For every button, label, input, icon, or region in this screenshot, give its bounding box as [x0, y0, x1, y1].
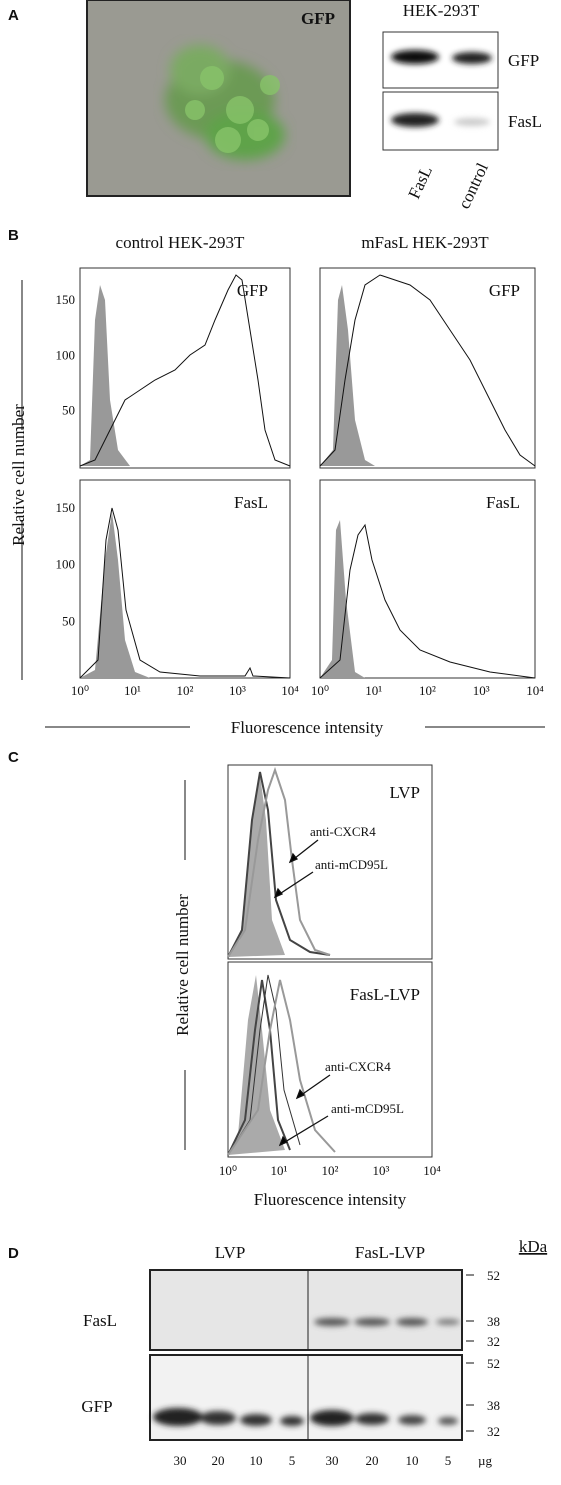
plot-label: FasL — [234, 493, 268, 512]
lane-label: 10 — [406, 1453, 419, 1468]
y-axis-label: Relative cell number — [173, 894, 192, 1036]
lane-label: 30 — [326, 1453, 339, 1468]
bands — [153, 1318, 460, 1426]
panel-label: A — [8, 7, 19, 24]
x-tick-label: 10⁴ — [281, 683, 299, 698]
blot-row-label: GFP — [508, 51, 539, 70]
marker-label: 52 — [487, 1356, 500, 1371]
histogram-control — [80, 512, 150, 678]
x-axis-label: Fluorescence intensity — [254, 1190, 407, 1209]
x-tick-label: 10¹ — [365, 683, 382, 698]
x-tick-label: 10² — [419, 683, 436, 698]
y-axis-label: Relative cell number — [9, 404, 28, 546]
plot-frame — [79, 267, 291, 469]
x-tick-label: 10⁰ — [311, 683, 329, 698]
x-tick-label: 10¹ — [124, 683, 141, 698]
y-tick-label: 50 — [62, 613, 75, 628]
annotation: anti-CXCR4 — [310, 824, 376, 839]
histogram — [79, 274, 291, 467]
lane-label: 30 — [174, 1453, 187, 1468]
marker-label: 38 — [487, 1314, 500, 1329]
lane-label: 20 — [366, 1453, 379, 1468]
histogram — [227, 766, 331, 958]
annotation: anti-mCD95L — [331, 1101, 404, 1116]
x-tick-label: 10³ — [473, 683, 490, 698]
x-tick-label: 10⁰ — [219, 1163, 237, 1178]
row-label: FasL — [83, 1311, 117, 1330]
plot-title: LVP — [389, 783, 420, 802]
histogram — [319, 523, 536, 679]
marker-label: 32 — [487, 1334, 500, 1349]
plot-title: FasL-LVP — [350, 985, 420, 1004]
blot — [149, 1354, 463, 1441]
x-tick-label: 10⁴ — [423, 1163, 441, 1178]
x-tick-label: 10¹ — [271, 1163, 288, 1178]
histogram-control — [228, 775, 285, 957]
x-tick-label: 10³ — [229, 683, 246, 698]
panel-label: D — [8, 1245, 19, 1262]
x-axis-label: Fluorescence intensity — [231, 718, 384, 737]
marker-label: 52 — [487, 1268, 500, 1283]
bands — [391, 50, 492, 127]
image-label: GFP — [301, 9, 335, 28]
lane-label: 5 — [445, 1453, 452, 1468]
cell-line: HEK-293T — [403, 1, 480, 20]
x-tick-label: 10² — [322, 1163, 339, 1178]
x-tick-label: 10⁴ — [526, 683, 544, 698]
histogram-control — [320, 520, 365, 678]
marker-label: 32 — [487, 1424, 500, 1439]
arrows — [273, 839, 331, 1147]
annotation: anti-mCD95L — [315, 857, 388, 872]
lane-label: 10 — [250, 1453, 263, 1468]
lane-label: 20 — [212, 1453, 225, 1468]
lane-label: 5 — [289, 1453, 296, 1468]
lane-label: control — [454, 160, 492, 212]
histogram — [227, 974, 301, 1156]
plot-label: FasL — [486, 493, 520, 512]
plot-label: GFP — [237, 281, 268, 300]
column-title: mFasL HEK-293T — [361, 233, 489, 252]
row-label: GFP — [81, 1397, 112, 1416]
y-tick-label: 100 — [56, 347, 76, 362]
panel-label: B — [8, 227, 19, 244]
histogram — [227, 979, 291, 1156]
unit: kDa — [519, 1237, 548, 1256]
panel-label: C — [8, 749, 19, 766]
blot-row-label: FasL — [508, 112, 542, 131]
annotation: anti-CXCR4 — [325, 1059, 391, 1074]
y-tick-label: 50 — [62, 403, 75, 418]
group-label: FasL-LVP — [355, 1243, 425, 1262]
cells-green — [185, 66, 280, 153]
plot-frame — [319, 479, 536, 679]
x-tick-label: 10² — [177, 683, 194, 698]
blot — [149, 1269, 463, 1351]
histogram — [227, 979, 336, 1156]
histogram — [227, 771, 331, 958]
x-tick-label: 10³ — [373, 1163, 390, 1178]
y-tick-label: 100 — [56, 557, 76, 572]
y-tick-label: 150 — [56, 500, 76, 515]
plot-label: GFP — [489, 281, 520, 300]
histogram — [79, 507, 291, 679]
column-title: control HEK-293T — [116, 233, 246, 252]
lane-unit: µg — [478, 1453, 492, 1468]
lane-label: FasL — [404, 163, 436, 202]
y-tick-label: 150 — [56, 292, 76, 307]
x-tick-label: 10⁰ — [71, 683, 89, 698]
histogram-control — [80, 285, 130, 466]
group-label: LVP — [215, 1243, 246, 1262]
histogram — [319, 274, 536, 467]
histogram-control — [320, 285, 375, 466]
marker-label: 38 — [487, 1398, 500, 1413]
